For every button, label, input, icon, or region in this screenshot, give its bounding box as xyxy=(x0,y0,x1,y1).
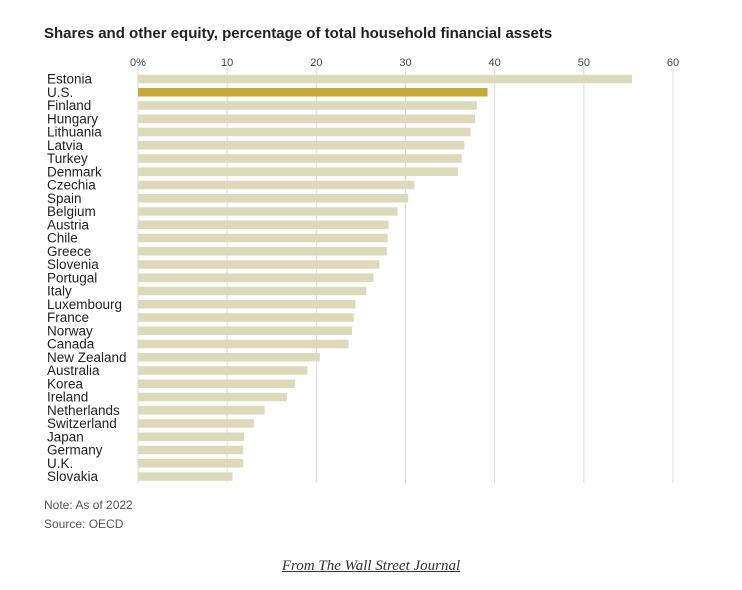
bar xyxy=(138,194,409,203)
category-label: Italy xyxy=(47,284,72,299)
category-label: Turkey xyxy=(47,151,88,166)
bar xyxy=(138,326,352,335)
bar xyxy=(138,392,287,402)
category-label: U.K. xyxy=(47,456,73,471)
category-label: Germany xyxy=(47,443,103,458)
chart-title: Shares and other equity, percentage of t… xyxy=(44,25,553,42)
category-label: Slovenia xyxy=(47,257,99,272)
bar xyxy=(138,127,471,137)
x-tick-label: 0% xyxy=(130,57,146,69)
category-label: Czechia xyxy=(47,178,96,193)
bar xyxy=(138,406,265,415)
category-label: Estonia xyxy=(47,72,93,87)
bar xyxy=(138,260,380,269)
category-label: Latvia xyxy=(47,138,84,153)
category-label: Luxembourg xyxy=(47,297,122,312)
category-label: Ireland xyxy=(47,390,88,405)
bar xyxy=(138,101,477,110)
bar xyxy=(138,379,295,388)
category-label: New Zealand xyxy=(47,350,127,365)
bar xyxy=(138,88,488,97)
x-tick-label: 60 xyxy=(667,57,679,69)
x-tick-label: 20 xyxy=(310,57,322,69)
bar xyxy=(138,220,389,229)
bar-chart: 0% 10 20 30 40 50 60EstoniaU.S.FinlandHungaryL… xyxy=(47,57,679,484)
credit-link[interactable]: From The Wall Street Journal xyxy=(281,558,461,574)
bar xyxy=(138,180,415,190)
x-tick-label: 40 xyxy=(489,57,501,69)
bar xyxy=(138,353,320,362)
bar xyxy=(138,167,459,176)
category-label: France xyxy=(47,310,89,325)
bar xyxy=(138,472,233,481)
category-label: Canada xyxy=(47,337,95,352)
bar xyxy=(138,114,476,123)
category-label: Lithuania xyxy=(47,125,102,140)
chart-card: Shares and other equity, percentage of t… xyxy=(12,8,712,544)
bar xyxy=(138,74,632,84)
bar xyxy=(138,366,308,375)
category-label: Japan xyxy=(47,429,84,444)
bar xyxy=(138,247,387,256)
category-label: Denmark xyxy=(47,164,102,179)
bar xyxy=(138,300,356,309)
category-label: Finland xyxy=(47,98,91,113)
bar xyxy=(138,339,349,349)
x-tick-label: 10 xyxy=(221,57,233,69)
bar xyxy=(138,207,398,216)
category-label: Hungary xyxy=(47,111,98,126)
bar xyxy=(138,313,354,322)
bar xyxy=(138,141,465,150)
category-label: Chile xyxy=(47,231,78,246)
bar xyxy=(138,273,374,282)
category-label: Australia xyxy=(47,363,100,378)
bar xyxy=(138,419,254,428)
category-label: Spain xyxy=(47,191,82,206)
x-tick-label: 50 xyxy=(578,57,590,69)
category-label: Netherlands xyxy=(47,403,120,418)
bar xyxy=(138,154,462,163)
category-label: Norway xyxy=(47,323,93,338)
category-label: Slovakia xyxy=(47,469,99,484)
category-label: U.S. xyxy=(47,85,73,100)
category-label: Austria xyxy=(47,217,90,232)
category-label: Belgium xyxy=(47,204,96,219)
bar xyxy=(138,459,244,468)
category-label: Greece xyxy=(47,244,91,259)
chart-source: Source: OECD xyxy=(44,517,124,531)
x-tick-label: 30 xyxy=(399,57,411,69)
bar xyxy=(138,286,367,296)
bar xyxy=(138,233,388,243)
bar xyxy=(138,445,244,455)
chart-note: Note: As of 2022 xyxy=(44,498,133,512)
category-label: Korea xyxy=(47,376,84,391)
category-label: Portugal xyxy=(47,270,97,285)
bar xyxy=(138,432,245,441)
category-label: Switzerland xyxy=(47,416,117,431)
